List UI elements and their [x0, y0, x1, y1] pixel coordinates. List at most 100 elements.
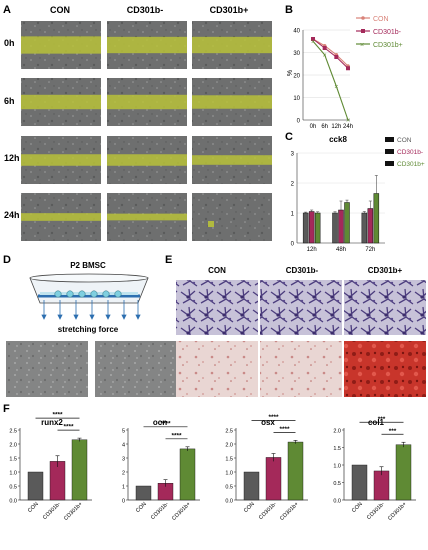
panel-d-title: P2 BMSC — [70, 261, 106, 270]
x-tick-label: CD301b- — [366, 501, 386, 521]
stretch-arrows — [41, 300, 141, 320]
bar — [314, 212, 321, 244]
y-tick-label: 20 — [293, 74, 300, 80]
x-tick-label: CON — [243, 501, 256, 514]
y-tick-label: 2 — [122, 470, 125, 476]
x-tick-label: 48h — [336, 247, 346, 253]
bar — [351, 464, 368, 501]
data-point: × — [323, 52, 327, 59]
y-tick-label: 2 — [291, 182, 295, 188]
y-tick-label: 30 — [293, 51, 300, 57]
x-tick-label: 6h — [321, 124, 328, 130]
y-tick-label: 1.0 — [333, 463, 341, 469]
sig-label: **** — [63, 424, 74, 431]
panel-a-image-grid — [21, 21, 272, 241]
y-tick-label: 0 — [122, 498, 125, 504]
y-tick-label: 2.5 — [9, 428, 17, 434]
x-tick-label: CD301b+ — [387, 501, 408, 522]
panel-b-legend-cd301b-plus: CD301b+ — [373, 42, 403, 49]
panel-a-col-label-con: CON — [50, 5, 70, 15]
panel-b-legend-con: CON — [373, 16, 389, 23]
alp-stain-con — [176, 280, 258, 335]
panel-a-col-label-cd301b-minus: CD301b- — [127, 5, 164, 15]
panel-e-col-label-cd301b-minus: CD301b- — [286, 266, 319, 275]
bar — [361, 212, 368, 244]
x-tick-label: CD301b- — [258, 501, 278, 521]
bar — [302, 212, 309, 244]
x-tick-label: 72h — [365, 247, 375, 253]
scratch-band — [192, 36, 272, 54]
panel-d-force-label: stretching force — [58, 325, 119, 334]
panel-c-title: cck8 — [329, 135, 347, 144]
y-tick-label: 0.0 — [225, 498, 233, 504]
alp-stain-cd301b-minus — [260, 280, 342, 335]
sig-label: **** — [171, 432, 182, 439]
panel-d-stretch-diagram: P2 BMSC stretching force — [6, 261, 177, 397]
panel-c-legend-con: CON — [397, 137, 412, 144]
qpcr-chart-ocn: ocn 0 1 2 3 4 5 CON CD301b- CD301b+ ******** — [122, 418, 200, 522]
chart-title: runx2 — [41, 418, 63, 427]
x-tick-label: CON — [351, 501, 364, 514]
scratch-band — [21, 36, 101, 54]
panel-b-ylabel: % — [287, 70, 294, 76]
panel-b-axes: 0 10 20 30 40 0h 6h 12h 24h — [293, 29, 353, 131]
y-tick-label: 1 — [291, 212, 295, 218]
y-tick-label: 1.0 — [9, 470, 17, 476]
scratch-band — [21, 213, 101, 221]
bar — [287, 441, 304, 501]
data-point: × — [334, 84, 338, 91]
scratch-band — [107, 213, 187, 221]
x-tick-label: CD301b- — [42, 501, 62, 521]
y-tick-label: 10 — [293, 96, 300, 102]
y-tick-label: 3 — [122, 456, 125, 462]
y-tick-label: 0.5 — [333, 481, 341, 487]
panel-b-line-chart: % 0 10 20 30 40 0h 6h 12h 24h × × × × CON CD301b- ×… — [287, 16, 403, 130]
panel-e-col-label-con: CON — [208, 266, 226, 275]
bar — [135, 485, 152, 501]
panel-a-row-label-12h: 12h — [4, 153, 20, 163]
y-tick-label: 1.5 — [9, 456, 17, 462]
panel-b-legend-cd301b-minus: CD301b- — [373, 29, 402, 36]
x-tick-label: 24h — [343, 124, 353, 130]
x-tick-label: CD301b+ — [279, 501, 300, 522]
panel-c-legend-cd301b-plus: CD301b+ — [397, 161, 425, 168]
series-line — [312, 40, 349, 121]
y-tick-label: 0 — [291, 242, 295, 248]
bar — [395, 444, 412, 501]
scratch-band — [208, 221, 214, 227]
series-line — [312, 38, 349, 69]
panel-c-bar-chart: cck8 0 1 2 3 12h 48h 72h CON CD301b- CD301b+ — [291, 135, 425, 253]
y-tick-label: 4 — [122, 442, 125, 448]
sig-label: **** — [279, 426, 290, 433]
bar — [332, 212, 338, 244]
y-tick-label: 1 — [122, 484, 125, 490]
data-point — [346, 66, 350, 71]
x-tick-label: CON — [135, 501, 148, 514]
x-tick-label: CD301b+ — [63, 501, 84, 522]
y-tick-label: 2.0 — [9, 442, 17, 448]
alp-stain-cd301b-plus — [344, 280, 426, 335]
bar — [179, 448, 196, 501]
y-tick-label: 0.5 — [225, 484, 233, 490]
x-tick-label: 12h — [331, 124, 341, 130]
ars-stain-cd301b-plus — [344, 341, 426, 397]
scratch-band — [107, 36, 187, 54]
bar — [265, 457, 282, 501]
y-tick-label: 2.5 — [225, 428, 233, 434]
data-point — [311, 37, 315, 41]
y-tick-label: 0 — [297, 119, 301, 125]
qpcr-chart-runx2: runx2 0.0 0.5 1.0 1.5 2.0 2.5 CON CD301b- CD301b+… — [9, 412, 92, 522]
panel-letter-c: C — [285, 131, 293, 143]
x-tick-label: 0h — [310, 124, 317, 130]
panel-letter-a: A — [3, 4, 11, 16]
y-tick-label: 40 — [293, 29, 300, 35]
chart-title: osx — [261, 418, 275, 427]
scratch-image — [192, 193, 272, 241]
panel-letter-e: E — [165, 254, 172, 266]
bar — [338, 209, 344, 244]
y-tick-label: 1.5 — [333, 446, 341, 452]
x-tick-label: CD301b- — [150, 501, 170, 521]
bar — [373, 193, 380, 244]
data-point — [334, 55, 339, 59]
